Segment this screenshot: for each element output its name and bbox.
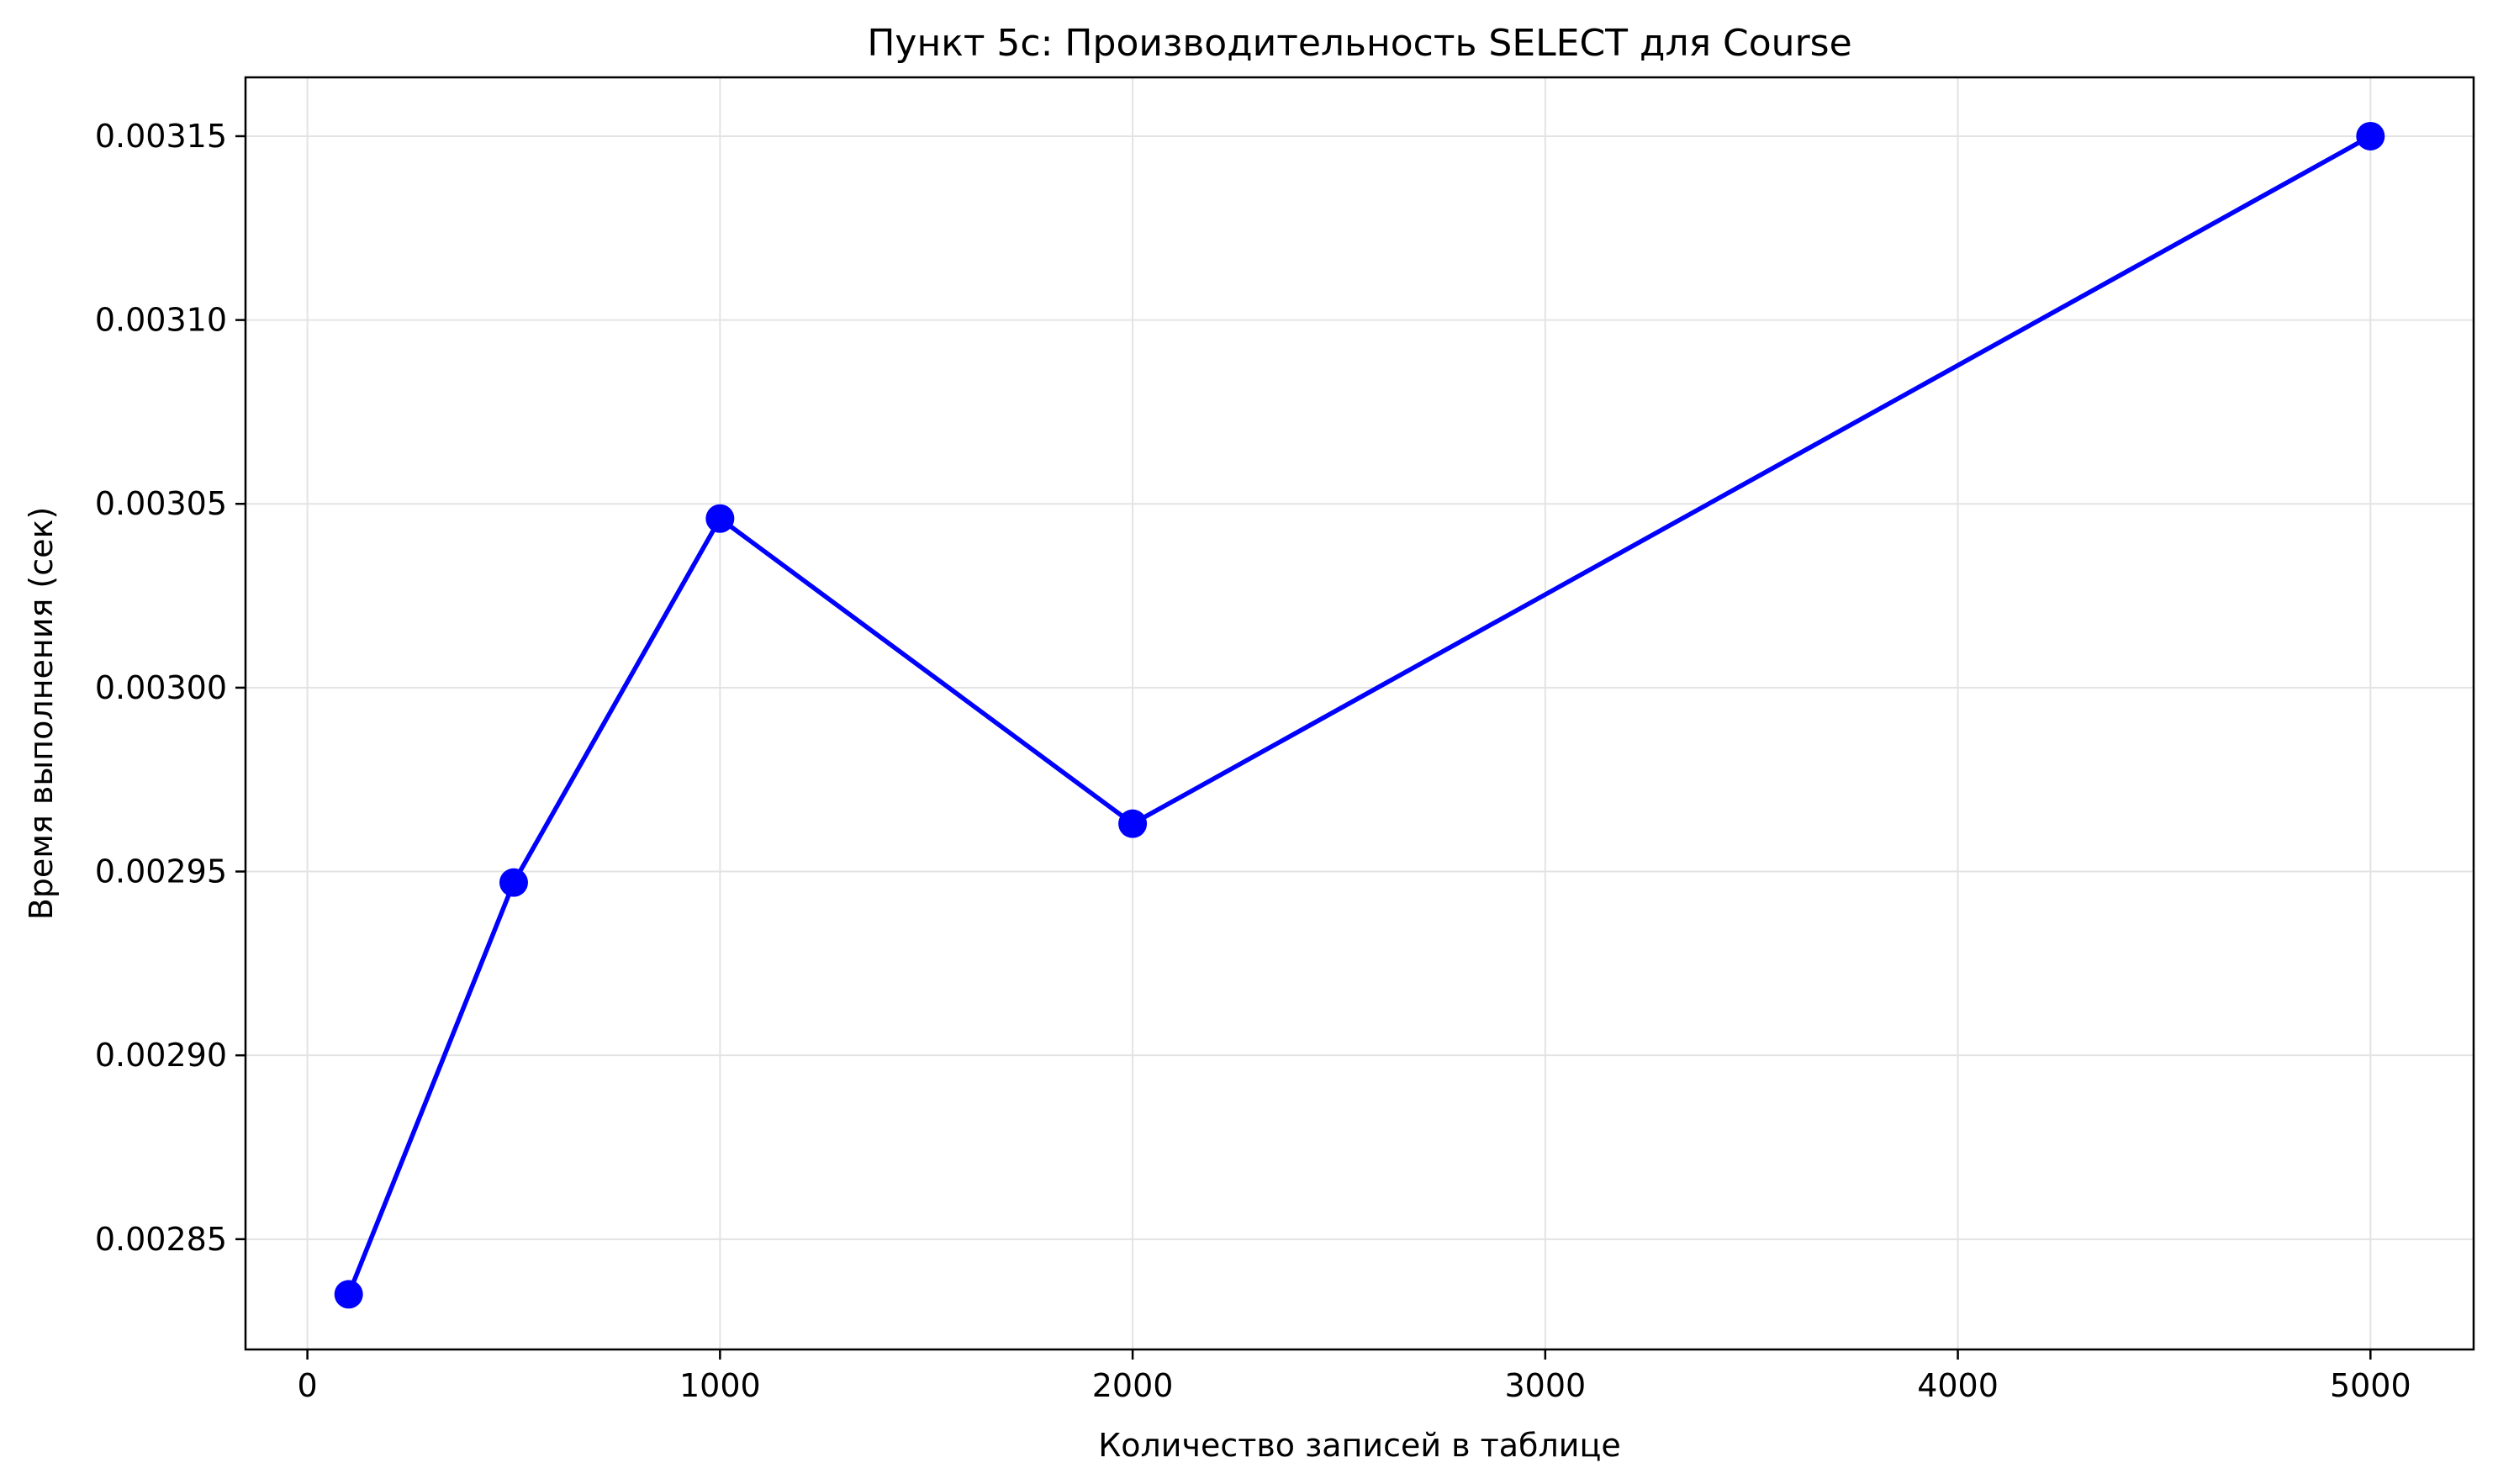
y-tick-label: 0.00300 (95, 669, 227, 706)
series-layer (334, 121, 2385, 1309)
y-tick-label: 0.00315 (95, 118, 227, 155)
data-point (705, 504, 735, 533)
x-tick-label: 0 (298, 1367, 318, 1404)
x-tick-label: 4000 (1917, 1367, 1999, 1404)
chart-title: Пункт 5с: Производительность SELECT для … (867, 22, 1851, 65)
y-tick-label: 0.00295 (95, 853, 227, 890)
grid (246, 77, 2474, 1349)
x-axis-label: Количество записей в таблице (1098, 1427, 1620, 1464)
y-tick-label: 0.00290 (95, 1037, 227, 1074)
ticks: 0 1000 2000 3000 4000 5000 0.00285 0.00290 0.002… (95, 118, 2411, 1404)
y-tick-label: 0.00310 (95, 302, 227, 339)
plot-frame (244, 76, 2475, 1351)
data-point (1118, 809, 1148, 838)
x-tick-label: 5000 (2330, 1367, 2411, 1404)
data-point (2356, 121, 2385, 151)
data-point (499, 868, 528, 897)
x-tick-label: 2000 (1092, 1367, 1174, 1404)
x-tick-label: 1000 (679, 1367, 761, 1404)
x-tick-label: 3000 (1504, 1367, 1586, 1404)
y-axis-label: Время выполнения (сек) (23, 507, 60, 921)
y-tick-label: 0.00305 (95, 485, 227, 522)
data-point (334, 1280, 363, 1309)
y-tick-label: 0.00285 (95, 1221, 227, 1258)
